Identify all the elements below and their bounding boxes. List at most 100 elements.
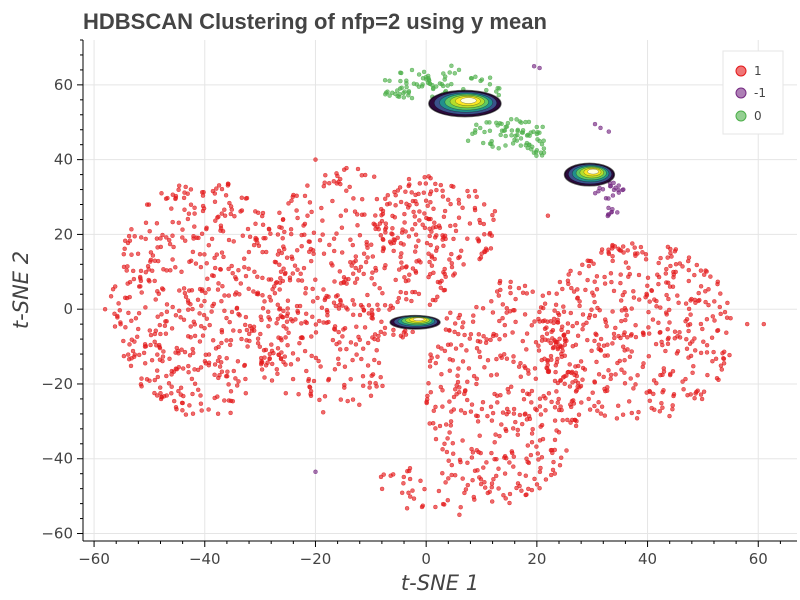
data-point	[474, 194, 479, 200]
data-point	[161, 349, 166, 354]
data-point	[265, 360, 270, 365]
data-point	[129, 227, 134, 232]
data-point	[237, 328, 242, 334]
data-point	[517, 471, 522, 477]
data-point	[658, 329, 663, 335]
data-point	[550, 327, 556, 333]
data-point	[147, 378, 152, 383]
data-point	[522, 312, 528, 317]
legend[interactable]: 1 -1 0	[722, 50, 784, 135]
data-point	[303, 291, 308, 296]
data-point	[687, 322, 693, 327]
data-point	[660, 405, 665, 410]
data-point	[497, 336, 502, 342]
data-point	[331, 179, 337, 184]
data-point	[305, 213, 310, 218]
data-point	[690, 370, 695, 376]
data-point	[684, 336, 689, 342]
data-point	[477, 433, 482, 438]
data-point	[555, 317, 560, 323]
data-point	[594, 274, 600, 279]
data-point	[390, 472, 396, 477]
data-point	[540, 124, 545, 130]
data-point	[646, 325, 651, 330]
data-point	[657, 409, 663, 414]
data-point	[453, 228, 459, 234]
data-point	[251, 289, 256, 294]
data-point	[391, 327, 396, 333]
data-point	[457, 512, 462, 518]
data-point	[174, 406, 179, 412]
x-tick-label: 60	[749, 550, 768, 568]
data-point	[164, 319, 169, 324]
data-point	[247, 234, 253, 240]
data-point	[359, 173, 365, 178]
data-point	[326, 319, 331, 325]
data-point	[562, 353, 568, 359]
data-point	[542, 356, 547, 362]
data-point	[360, 383, 366, 389]
data-point	[341, 275, 347, 280]
data-point	[295, 215, 300, 221]
data-point	[467, 336, 473, 341]
data-point	[575, 363, 581, 369]
data-point	[255, 340, 261, 346]
data-point	[343, 208, 349, 213]
data-point	[447, 399, 452, 404]
data-point	[718, 291, 723, 296]
data-point	[589, 307, 594, 312]
data-point	[152, 278, 157, 284]
data-point	[579, 400, 584, 405]
data-point	[258, 331, 263, 337]
data-point	[154, 221, 160, 226]
legend-item-minus-1[interactable]: -1	[735, 86, 766, 100]
data-point	[622, 330, 627, 335]
data-point	[498, 353, 503, 358]
plot-area	[102, 63, 767, 518]
data-point	[216, 183, 222, 188]
data-point	[228, 337, 234, 343]
data-point	[263, 249, 269, 255]
data-point	[227, 342, 233, 348]
data-point	[269, 378, 275, 383]
data-point	[152, 390, 157, 396]
legend-item-1[interactable]: 1	[735, 64, 762, 78]
data-point	[365, 292, 370, 298]
data-point	[468, 409, 474, 414]
data-point	[180, 235, 185, 240]
data-point	[416, 291, 422, 297]
data-point	[672, 249, 678, 254]
data-point	[442, 441, 447, 447]
data-point	[383, 263, 388, 268]
data-point	[467, 221, 473, 226]
data-point	[283, 335, 288, 340]
data-point	[592, 299, 597, 305]
data-point	[658, 305, 663, 310]
data-point	[494, 372, 500, 377]
data-point	[643, 257, 649, 262]
data-point	[491, 331, 496, 337]
data-point	[551, 320, 556, 326]
data-point	[196, 235, 201, 241]
data-point	[420, 222, 425, 227]
legend-item-0[interactable]: 0	[735, 109, 762, 123]
data-point	[549, 357, 554, 363]
data-point	[442, 208, 448, 214]
data-point	[664, 266, 669, 272]
data-point	[224, 315, 229, 321]
data-point	[448, 342, 454, 347]
data-point	[496, 92, 502, 98]
data-point	[152, 377, 158, 383]
data-point	[290, 351, 296, 356]
data-point	[606, 205, 611, 211]
data-point	[204, 225, 209, 231]
data-point	[656, 320, 661, 326]
data-point	[717, 304, 723, 310]
data-point	[317, 397, 322, 403]
data-point	[221, 254, 226, 260]
data-point	[605, 213, 611, 219]
data-point	[182, 207, 187, 212]
data-point	[204, 316, 210, 321]
data-point	[422, 225, 428, 231]
